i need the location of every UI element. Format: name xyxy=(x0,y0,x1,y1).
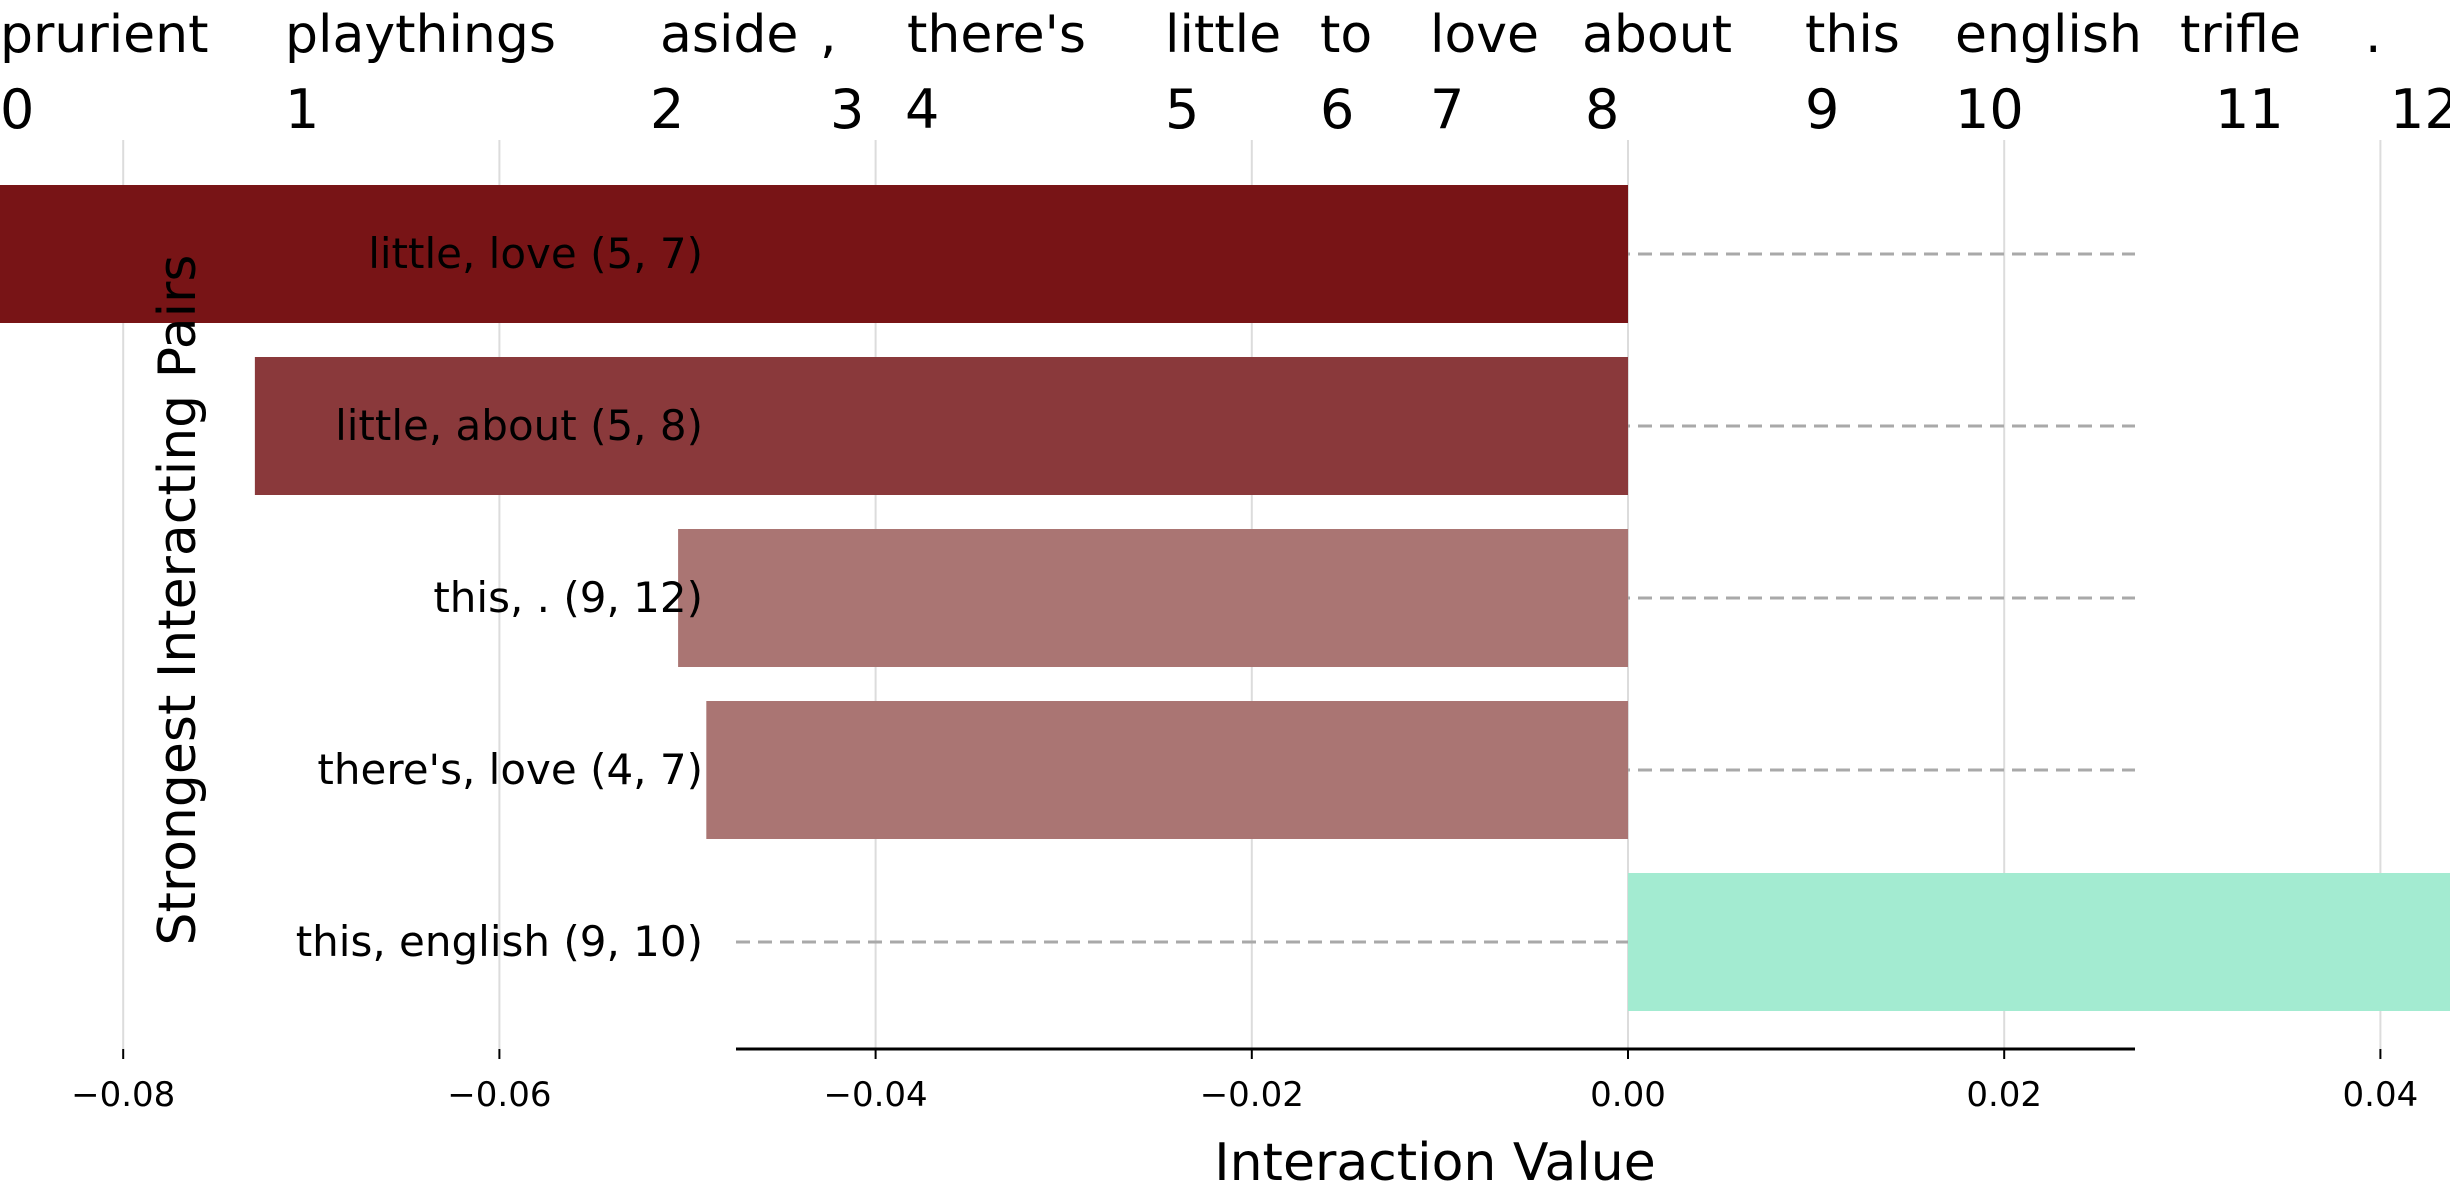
sentence-token-9: this xyxy=(1805,5,1900,65)
sentence-token-0: prurient xyxy=(0,5,209,65)
token-index-0: 0 xyxy=(0,78,34,141)
token-index-7: 7 xyxy=(1430,78,1464,141)
x-tick-label-2: −0.04 xyxy=(823,1075,927,1115)
sentence-token-2: aside xyxy=(660,5,798,65)
x-tick-label-5: 0.02 xyxy=(1966,1075,2042,1115)
token-index-3: 3 xyxy=(830,78,864,141)
token-index-12: 12 xyxy=(2390,78,2450,141)
pair-label-3: there's, love (4, 7) xyxy=(317,745,703,794)
y-axis-title: Strongest Interacting Pairs xyxy=(148,254,208,945)
token-index-11: 11 xyxy=(2215,78,2284,141)
sentence-token-7: love xyxy=(1430,5,1539,65)
sentence-token-3: , xyxy=(820,5,837,65)
bar-2 xyxy=(678,529,1628,667)
bar-0 xyxy=(0,185,1629,323)
bar-1 xyxy=(254,357,1628,495)
sentence-token-10: english xyxy=(1955,5,2142,65)
x-tick-label-1: −0.06 xyxy=(447,1075,551,1115)
pair-label-4: this, english (9, 10) xyxy=(296,917,703,966)
bars xyxy=(0,185,2450,1011)
x-ticks: −0.08 −0.06 −0.04 −0.02 0.00 0.02 0.04 xyxy=(71,1049,2418,1115)
pair-label-2: this, . (9, 12) xyxy=(433,573,703,622)
pair-label-1: little, about (5, 8) xyxy=(335,401,703,450)
sentence-token-5: little xyxy=(1165,5,1281,65)
token-index-4: 4 xyxy=(905,78,939,141)
token-index-10: 10 xyxy=(1955,78,2024,141)
x-tick-label-0: −0.08 xyxy=(71,1075,175,1115)
pair-label-0: little, love (5, 7) xyxy=(368,229,703,278)
x-axis-title: Interaction Value xyxy=(1214,1133,1655,1193)
pair-labels: little, love (5, 7) little, about (5, 8) t… xyxy=(296,229,703,966)
bar-4 xyxy=(1628,873,2450,1011)
token-index-9: 9 xyxy=(1805,78,1839,141)
sentence-token-11: trifle xyxy=(2180,5,2301,65)
sentence-row: prurient playthings aside, there's little to l… xyxy=(0,5,2382,65)
token-index-8: 8 xyxy=(1585,78,1619,141)
token-index-row: 0 1 2 3 4 5 6 7 8 9 10 11 12 xyxy=(0,78,2450,141)
x-tick-label-3: −0.02 xyxy=(1200,1075,1304,1115)
token-index-2: 2 xyxy=(650,78,684,141)
sentence-token-6: to xyxy=(1320,5,1372,65)
token-index-6: 6 xyxy=(1320,78,1354,141)
sentence-token-1: playthings xyxy=(285,5,556,65)
token-index-1: 1 xyxy=(285,78,319,141)
sentence-token-4: there's xyxy=(907,5,1086,65)
token-index-5: 5 xyxy=(1165,78,1199,141)
bar-3 xyxy=(706,701,1628,839)
sentence-token-8: about xyxy=(1582,5,1732,65)
sentence-token-12: . xyxy=(2365,5,2382,65)
x-tick-label-6: 0.04 xyxy=(2343,1075,2419,1115)
x-tick-label-4: 0.00 xyxy=(1590,1075,1666,1115)
